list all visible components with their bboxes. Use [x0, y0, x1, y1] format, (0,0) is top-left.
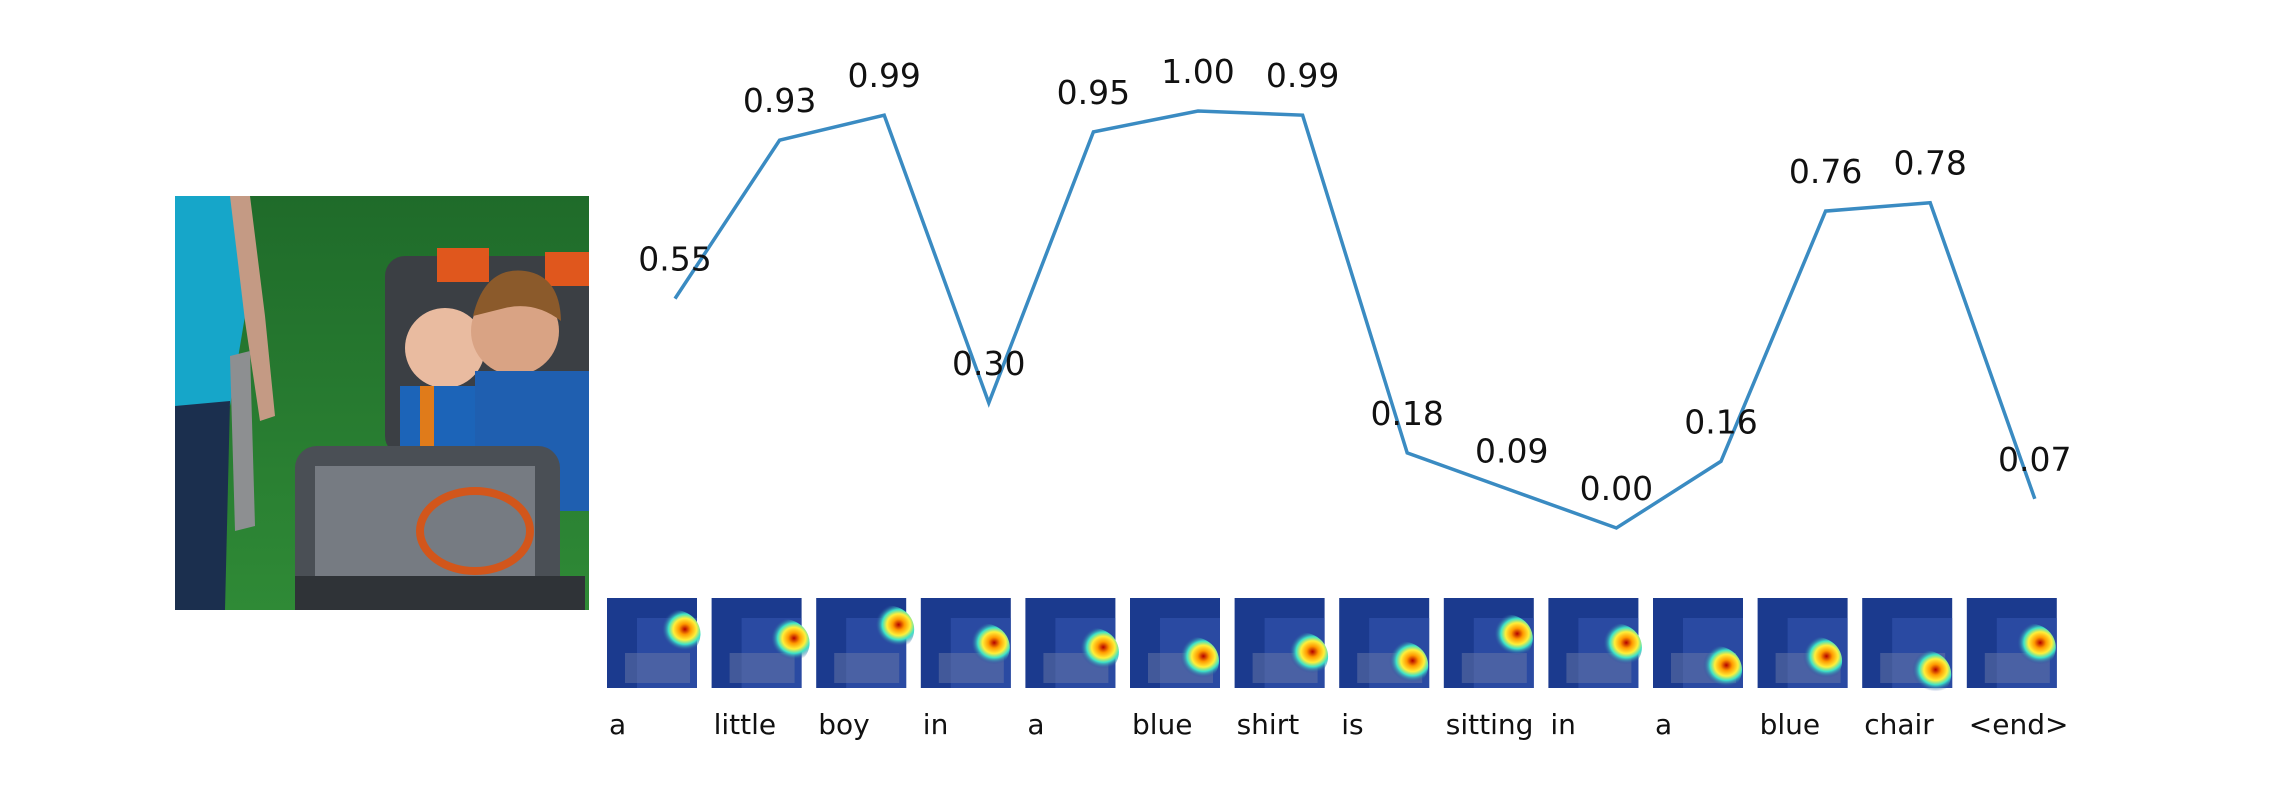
attention-thumbnails — [607, 598, 2057, 699]
value-label-13: 0.07 — [1998, 440, 2071, 479]
boy-hair — [473, 270, 561, 321]
car-light-right — [545, 252, 589, 286]
adult-arm — [230, 196, 275, 421]
adult-shirt — [175, 196, 245, 416]
word-label-5: blue — [1132, 708, 1193, 741]
attention-thumbnail-10 — [1653, 598, 1743, 694]
word-labels: a little boy in a blue shirt is sitting in a blue ch… — [609, 708, 2068, 741]
attention-thumbnail-0 — [607, 598, 701, 688]
attention-thumbnail-1 — [711, 598, 810, 688]
car-bottom — [295, 576, 585, 610]
attention-thumbnail-3 — [920, 598, 1011, 688]
value-label-7: 0.18 — [1370, 394, 1443, 433]
word-label-3: in — [923, 708, 949, 741]
word-label-11: blue — [1760, 708, 1821, 741]
word-label-4: a — [1027, 708, 1044, 741]
attention-series-line — [673, 109, 2037, 530]
word-label-2: boy — [818, 708, 869, 741]
attention-thumbnail-11 — [1757, 598, 1848, 688]
attention-thumbnail-13 — [1966, 598, 2057, 688]
attention-thumbnail-5 — [1130, 598, 1220, 688]
value-label-4: 0.95 — [1057, 73, 1130, 112]
attention-thumbnail-6 — [1234, 598, 1329, 688]
value-label-8: 0.09 — [1475, 431, 1548, 470]
value-label-10: 0.16 — [1684, 402, 1757, 441]
word-label-10: a — [1655, 708, 1672, 741]
value-label-2: 0.99 — [847, 56, 920, 95]
attention-thumbnail-7 — [1339, 598, 1430, 690]
adult-legs — [175, 401, 230, 610]
value-label-12: 0.78 — [1893, 144, 1966, 183]
attention-thumbnail-8 — [1443, 598, 1534, 688]
steering-wheel — [416, 487, 534, 575]
baby-head — [405, 308, 485, 388]
word-label-13: <end> — [1969, 708, 2069, 741]
input-photo — [175, 196, 589, 610]
word-label-0: a — [609, 708, 626, 741]
word-label-6: shirt — [1237, 708, 1300, 741]
word-label-7: is — [1341, 708, 1363, 741]
value-label-3: 0.30 — [952, 344, 1025, 383]
word-label-12: chair — [1864, 708, 1934, 741]
attention-thumbnail-2 — [816, 598, 915, 688]
value-label-9: 0.00 — [1580, 469, 1653, 508]
value-label-0: 0.55 — [638, 240, 711, 279]
word-label-8: sitting — [1446, 708, 1534, 741]
baby-strap — [420, 386, 434, 456]
value-labels: 0.55 0.93 0.99 0.30 0.95 1.00 0.99 0.18 0.09 0.00… — [638, 52, 2072, 529]
value-label-5: 1.00 — [1161, 52, 1234, 91]
car-light-left — [437, 248, 489, 282]
attention-thumbnail-12 — [1862, 598, 1953, 699]
value-label-11: 0.76 — [1789, 152, 1862, 191]
value-label-1: 0.93 — [743, 81, 816, 120]
adult-leg-2 — [230, 351, 255, 531]
word-label-1: little — [714, 708, 777, 741]
attention-thumbnail-9 — [1548, 598, 1642, 688]
value-label-6: 0.99 — [1266, 56, 1339, 95]
attention-thumbnail-4 — [1025, 598, 1119, 688]
word-label-9: in — [1550, 708, 1576, 741]
